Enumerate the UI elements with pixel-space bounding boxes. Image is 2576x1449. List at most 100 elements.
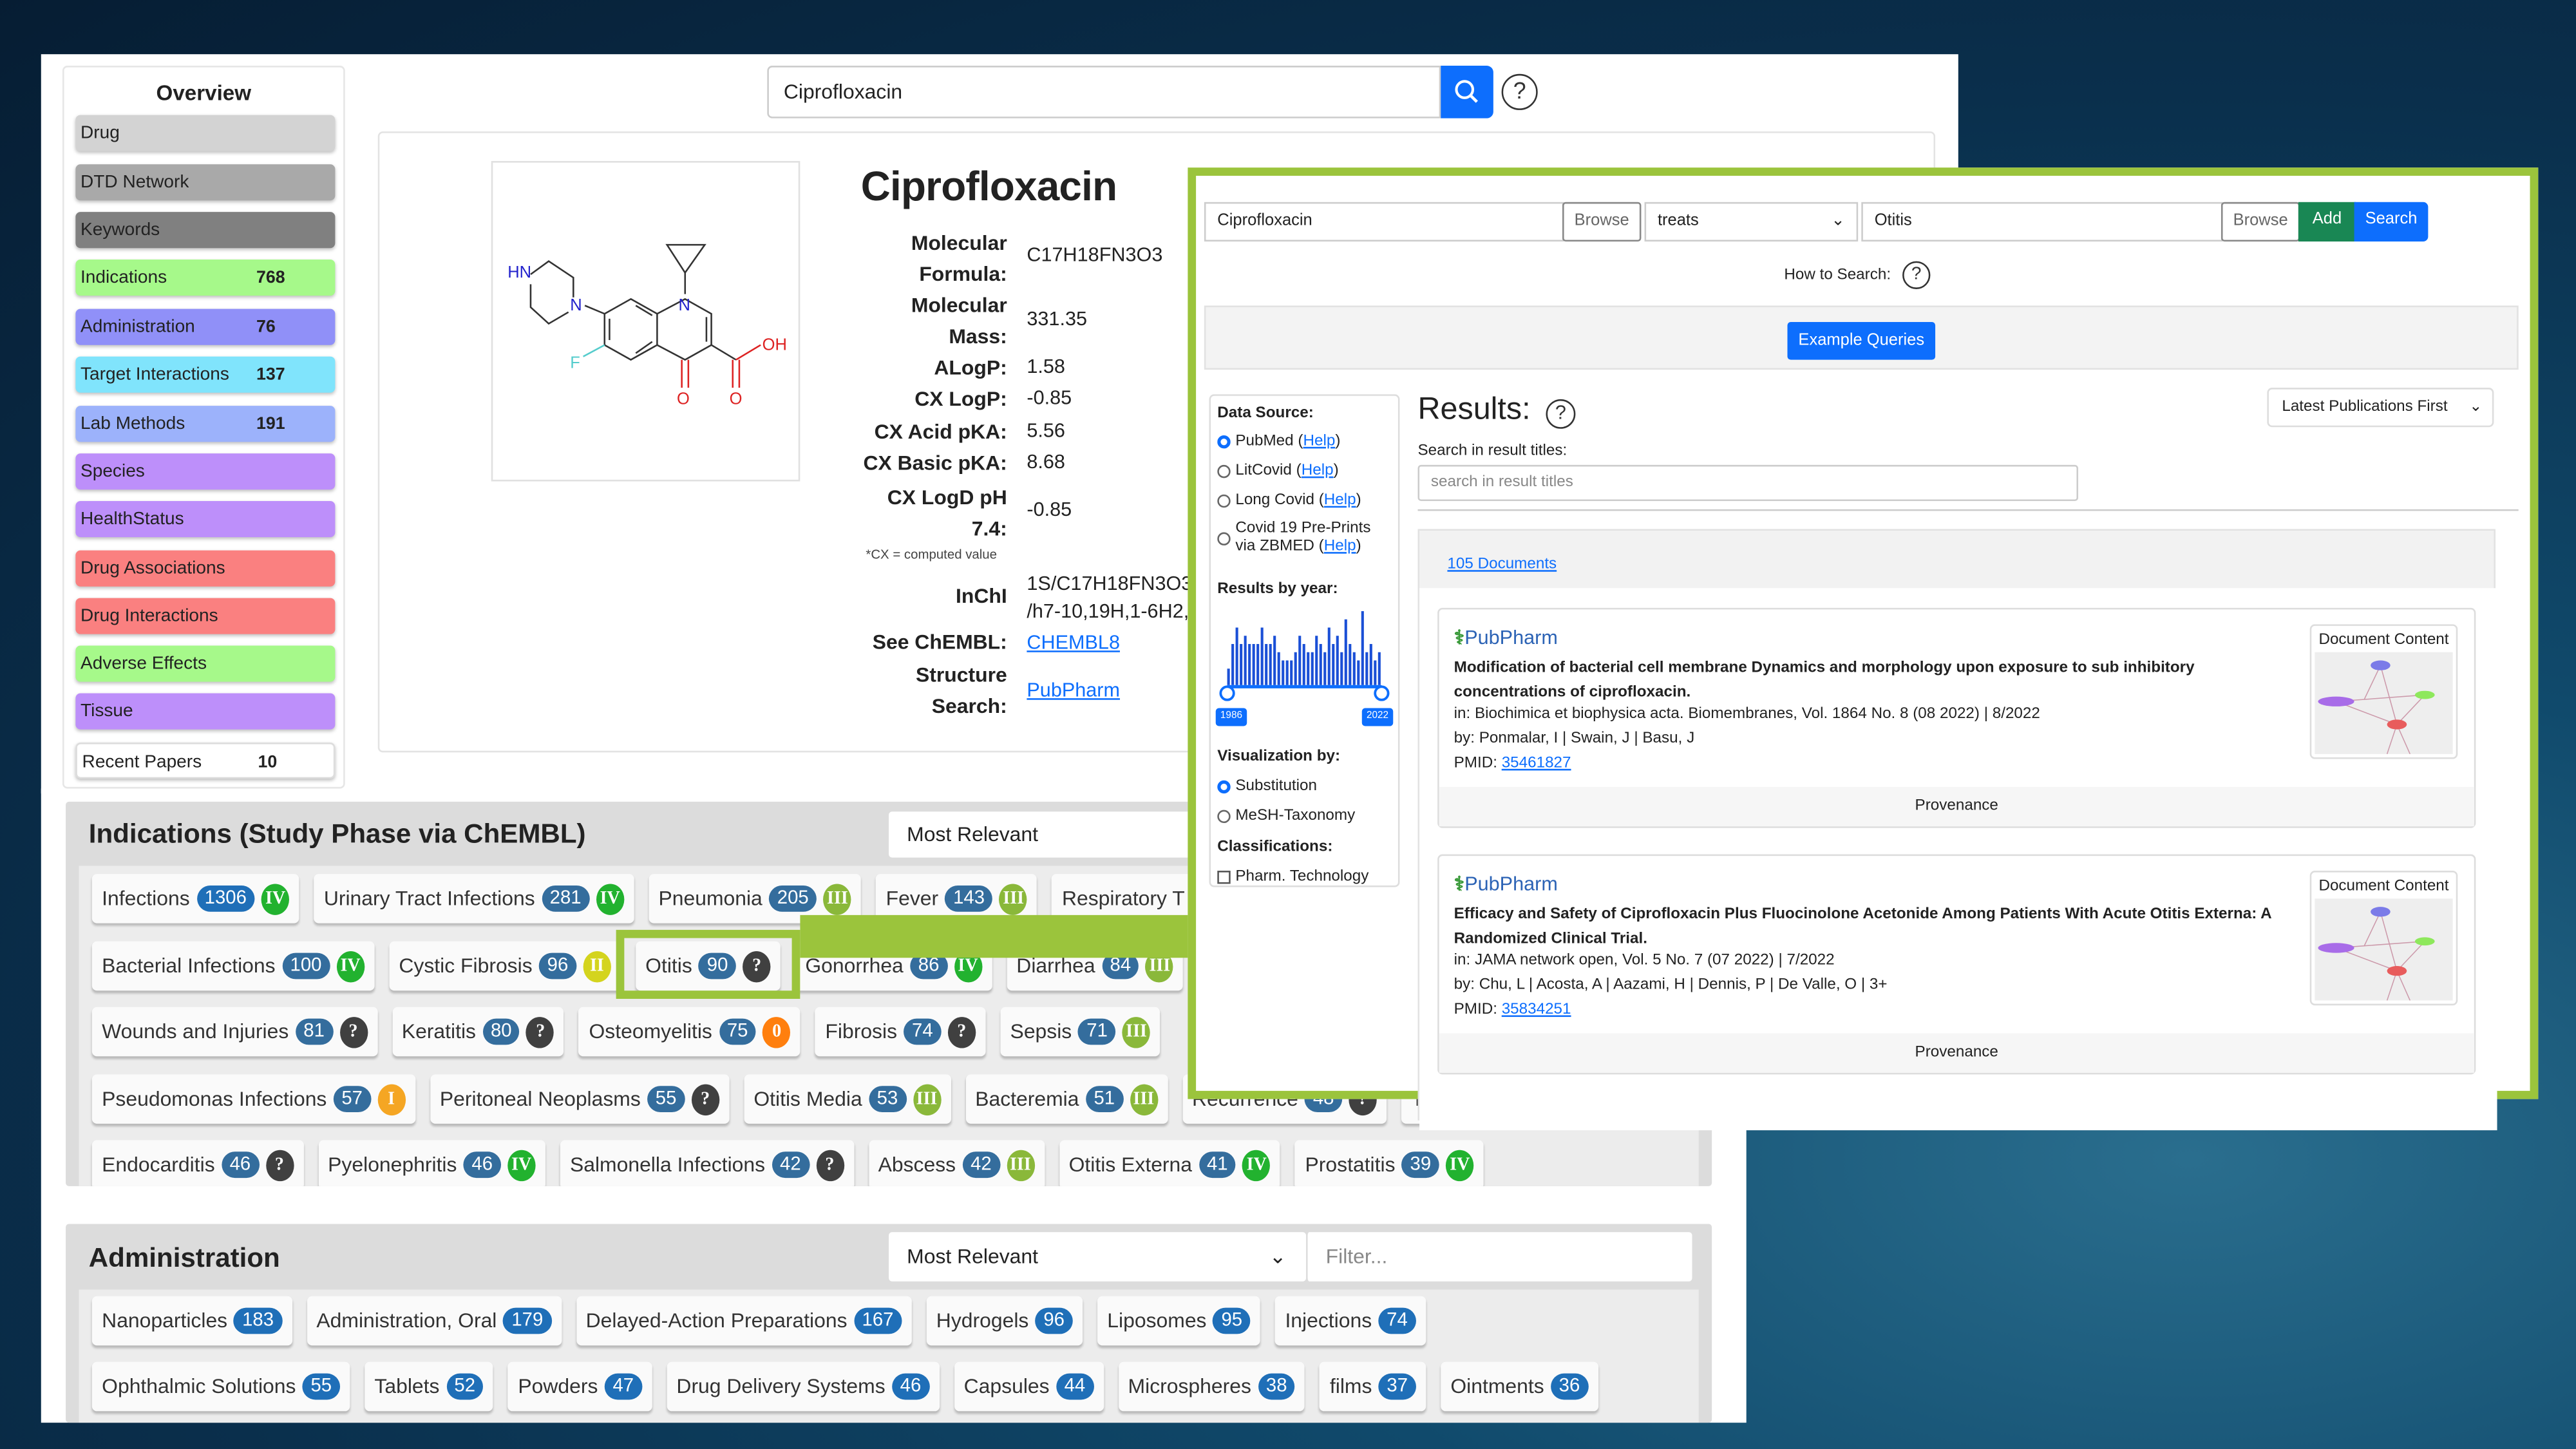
document-content-box[interactable]: Document Content [2309, 624, 2458, 759]
subject-input[interactable]: Ciprofloxacin [1204, 202, 1564, 242]
data-source-2[interactable]: Long Covid (Help) [1217, 491, 1361, 509]
help-link[interactable]: Help [1303, 431, 1336, 450]
tag-label: Diarrhea [1016, 954, 1095, 978]
tag-administration-oral[interactable]: Administration, Oral 179 [307, 1296, 562, 1346]
chembl-link[interactable]: CHEMBL8 [1027, 630, 1120, 654]
tag-bacterial-infections[interactable]: Bacterial Infections 100 IV [91, 941, 375, 991]
tag-sepsis[interactable]: Sepsis 71 III [1000, 1007, 1160, 1057]
data-source-3[interactable]: Covid 19 Pre-Prints via ZBMED (Help) [1217, 519, 1395, 555]
sidebar-item-indications[interactable]: Indications 768 [75, 260, 336, 296]
help-link[interactable]: Help [1323, 491, 1356, 509]
tag-powders[interactable]: Powders 47 [508, 1361, 652, 1412]
tag-pseudomonas-infections[interactable]: Pseudomonas Infections 57 I [91, 1074, 415, 1124]
document-authors: by: Chu, L | Acosta, A | Aazami, H | Den… [1454, 976, 1888, 994]
sidebar-item-drug-associations[interactable]: Drug Associations [75, 550, 336, 587]
browse-subject-button[interactable]: Browse [1562, 202, 1642, 242]
sidebar-item-lab-methods[interactable]: Lab Methods 191 [75, 406, 336, 442]
arrow-icon [800, 900, 1287, 973]
tag-endocarditis[interactable]: Endocarditis 46? [91, 1140, 303, 1186]
data-source-0[interactable]: PubMed (Help) [1217, 432, 1340, 450]
visualization-option-0[interactable]: Substitution [1217, 777, 1317, 795]
tag-otitis-externa[interactable]: Otitis Externa 41 IV [1059, 1140, 1281, 1186]
sidebar-item-dtd-network[interactable]: DTD Network [75, 164, 336, 201]
pmid-link[interactable]: 35461827 [1501, 753, 1571, 772]
tag-injections[interactable]: Injections 74 [1275, 1296, 1426, 1346]
sidebar-item-healthstatus[interactable]: HealthStatus [75, 501, 336, 538]
tag-microspheres[interactable]: Microspheres 38 [1118, 1361, 1305, 1412]
tag-salmonella-infections[interactable]: Salmonella Infections 42? [560, 1140, 854, 1186]
tag-liposomes[interactable]: Liposomes 95 [1097, 1296, 1261, 1346]
tag-tablets[interactable]: Tablets 52 [365, 1361, 494, 1412]
example-queries-button[interactable]: Example Queries [1787, 321, 1936, 360]
tag-bacteremia[interactable]: Bacteremia 51 III [965, 1074, 1168, 1124]
classification-checkbox[interactable]: Pharm. Technology [1217, 867, 1368, 886]
tag-otitis-media[interactable]: Otitis Media 53 III [744, 1074, 951, 1124]
drug-search-input[interactable]: Ciprofloxacin [767, 66, 1441, 118]
tag-keratitis[interactable]: Keratitis 80? [392, 1007, 565, 1057]
sidebar-item-target-interactions[interactable]: Target Interactions 137 [75, 356, 336, 393]
help-icon[interactable]: ? [1902, 261, 1931, 289]
search-button[interactable] [1441, 66, 1493, 118]
administration-filter-input[interactable]: Filter... [1306, 1232, 1692, 1282]
search-button[interactable]: Search [2354, 202, 2429, 242]
sidebar-item-drug-interactions[interactable]: Drug Interactions [75, 598, 336, 634]
sidebar-item-recent-papers[interactable]: Recent Papers 10 [75, 743, 336, 779]
relation-select[interactable]: treats ⌄ [1644, 202, 1859, 242]
help-icon[interactable]: ? [1546, 399, 1576, 429]
tag-otitis[interactable]: Otitis 90? [635, 941, 781, 991]
document-content-box[interactable]: Document Content [2309, 871, 2458, 1006]
document-count-link[interactable]: 105 Documents [1447, 555, 1557, 574]
pmid-link[interactable]: 35834251 [1501, 1000, 1571, 1019]
tag-pneumonia[interactable]: Pneumonia 205 III [649, 874, 862, 923]
help-link[interactable]: Help [1301, 461, 1334, 480]
tag-films[interactable]: films 37 [1320, 1361, 1426, 1412]
tag-delayed-action-preparations[interactable]: Delayed-Action Preparations 167 [576, 1296, 912, 1346]
tag-pyelonephritis[interactable]: Pyelonephritis 46 IV [317, 1140, 545, 1186]
slider-handle-min[interactable] [1219, 685, 1235, 701]
sidebar-item-keywords[interactable]: Keywords [75, 212, 336, 249]
provenance-button[interactable]: Provenance [1439, 1033, 2474, 1073]
object-input[interactable]: Otitis [1861, 202, 2223, 242]
visualization-title: Visualization by: [1217, 747, 1341, 766]
sidebar-item-tissue[interactable]: Tissue [75, 693, 336, 730]
tag-hydrogels[interactable]: Hydrogels 96 [926, 1296, 1083, 1346]
count-badge: 55 [647, 1086, 685, 1113]
sidebar-item-administration[interactable]: Administration 76 [75, 308, 336, 345]
administration-sort-select[interactable]: Most Relevant ⌄ [889, 1232, 1307, 1282]
tag-abscess[interactable]: Abscess 42 III [868, 1140, 1045, 1186]
slider-handle-max[interactable] [1374, 685, 1390, 701]
tag-osteomyelitis[interactable]: Osteomyelitis 75 0 [579, 1007, 801, 1057]
year-bar [1344, 619, 1347, 685]
tag-drug-delivery-systems[interactable]: Drug Delivery Systems 46 [667, 1361, 940, 1412]
document-title[interactable]: Modification of bacterial cell membrane … [1454, 658, 2195, 702]
tag-ointments[interactable]: Ointments 36 [1441, 1361, 1598, 1412]
document-title[interactable]: Efficacy and Safety of Ciprofloxacin Plu… [1454, 905, 2271, 948]
tag-cystic-fibrosis[interactable]: Cystic Fibrosis 96 II [389, 941, 621, 991]
filter-panel: Data Source: PubMed (Help) LitCovid (Help… [1209, 394, 1400, 887]
tag-capsules[interactable]: Capsules 44 [954, 1361, 1104, 1412]
search-titles-input[interactable]: search in result titles [1417, 464, 2079, 502]
tag-fibrosis[interactable]: Fibrosis 74? [815, 1007, 986, 1057]
count-badge: 55 [302, 1373, 340, 1400]
provenance-button[interactable]: Provenance [1439, 786, 2474, 827]
data-source-1[interactable]: LitCovid (Help) [1217, 461, 1339, 480]
tag-urinary-tract-infections[interactable]: Urinary Tract Infections 281 IV [314, 874, 634, 923]
help-link[interactable]: Help [1323, 537, 1356, 556]
tag-wounds-and-injuries[interactable]: Wounds and Injuries 81? [91, 1007, 377, 1057]
visualization-option-1[interactable]: MeSH-Taxonomy [1217, 807, 1355, 825]
pubpharm-link[interactable]: PubPharm [1027, 678, 1121, 702]
add-button[interactable]: Add [2298, 202, 2356, 242]
tag-prostatitis[interactable]: Prostatitis 39 IV [1295, 1140, 1484, 1186]
tag-infections[interactable]: Infections 1306 IV [91, 874, 299, 923]
sidebar-item-adverse-effects[interactable]: Adverse Effects [75, 645, 336, 682]
count-badge: 71 [1078, 1018, 1116, 1045]
narrative-search-panel: Ciprofloxacin Browse treats ⌄ Otitis Brow… [1188, 167, 2539, 1131]
tag-peritoneal-neoplasms[interactable]: Peritoneal Neoplasms 55? [430, 1074, 730, 1124]
tag-ophthalmic-solutions[interactable]: Ophthalmic Solutions 55 [91, 1361, 350, 1412]
tag-nanoparticles[interactable]: Nanoparticles 183 [91, 1296, 292, 1346]
sidebar-item-drug[interactable]: Drug [75, 115, 336, 151]
help-icon[interactable]: ? [1501, 73, 1538, 110]
sidebar-item-species[interactable]: Species [75, 453, 336, 490]
results-sort-select[interactable]: Latest Publications First ⌄ [2267, 388, 2494, 428]
browse-object-button[interactable]: Browse [2221, 202, 2300, 242]
